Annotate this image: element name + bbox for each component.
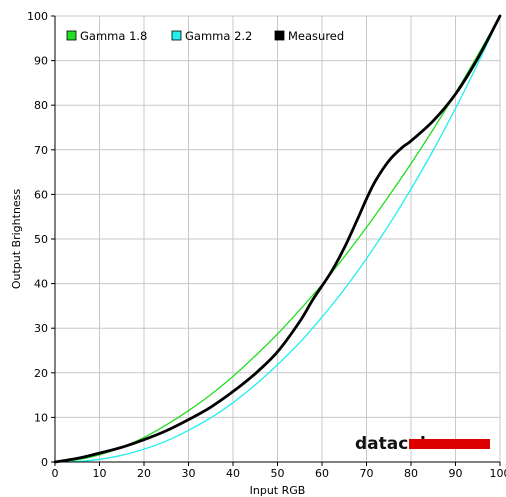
x-tick-label: 30 (182, 467, 196, 480)
y-tick-label: 40 (34, 278, 48, 291)
legend-swatch-gamma-1-8 (66, 30, 77, 41)
y-axis-label: Output Brightness (10, 189, 23, 290)
x-tick-label: 70 (360, 467, 374, 480)
y-tick-label: 70 (34, 144, 48, 157)
series-layer (53, 14, 502, 464)
x-tick-label: 20 (137, 467, 151, 480)
x-tick-label: 60 (315, 467, 329, 480)
legend-label-gamma-2-2: Gamma 2.2 (185, 29, 252, 43)
x-tick-label: 100 (490, 467, 506, 480)
y-tick-label: 10 (34, 411, 48, 424)
x-tick-label: 40 (226, 467, 240, 480)
y-tick-label: 60 (34, 188, 48, 201)
logo-red-bar (409, 439, 490, 449)
y-tick-label: 100 (27, 10, 48, 23)
y-tick-label: 50 (34, 233, 48, 246)
y-tick-label: 80 (34, 99, 48, 112)
x-tick-label: 0 (52, 467, 59, 480)
legend-label-measured: Measured (288, 29, 344, 43)
x-axis-label: Input RGB (250, 484, 306, 497)
tick-labels: 0 10 20 30 40 50 60 70 80 90 100 0 10 20 30 40 50 60 70 80 9… (27, 10, 506, 480)
legend-swatch-measured (274, 30, 285, 41)
x-tick-label: 90 (449, 467, 463, 480)
x-tick-label: 50 (271, 467, 285, 480)
y-tick-label: 20 (34, 367, 48, 380)
y-tick-label: 30 (34, 322, 48, 335)
datacolor-logo: datacolor (355, 434, 490, 454)
legend-label-gamma-1-8: Gamma 1.8 (80, 29, 147, 43)
y-tick-label: 90 (34, 55, 48, 68)
legend: Gamma 1.8 Gamma 2.2 Measured (66, 29, 344, 43)
series-line-measured (53, 14, 502, 464)
grid-lines (54, 15, 501, 463)
y-tick-label: 0 (41, 456, 48, 469)
legend-swatch-gamma-2-2 (171, 30, 182, 41)
series-line-gamma-2-2 (54, 15, 501, 463)
x-tick-label: 80 (404, 467, 418, 480)
x-tick-label: 10 (93, 467, 107, 480)
axes (51, 15, 501, 466)
